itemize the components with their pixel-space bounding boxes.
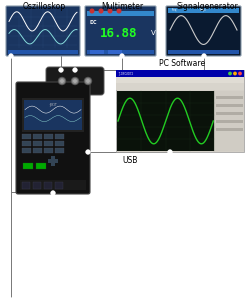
Circle shape <box>74 80 76 82</box>
Bar <box>8 50 78 54</box>
Bar <box>33 182 41 189</box>
Bar <box>24 100 82 130</box>
FancyBboxPatch shape <box>166 6 241 56</box>
Bar <box>44 134 53 139</box>
Circle shape <box>73 79 78 83</box>
Circle shape <box>120 54 124 58</box>
Circle shape <box>229 72 231 75</box>
Bar <box>116 83 244 90</box>
Circle shape <box>60 79 64 83</box>
Bar <box>44 148 53 153</box>
Text: JT-DSO2D72: JT-DSO2D72 <box>118 71 133 76</box>
Bar <box>33 134 42 139</box>
Circle shape <box>234 72 236 75</box>
Text: Signalgenerator: Signalgenerator <box>176 2 238 11</box>
Text: JOY-IT: JOY-IT <box>49 103 57 107</box>
Text: Oszilloskop: Oszilloskop <box>22 2 65 11</box>
Bar <box>20 180 86 190</box>
FancyBboxPatch shape <box>85 6 156 56</box>
Bar <box>55 148 64 153</box>
Bar <box>44 141 53 146</box>
Circle shape <box>71 77 79 85</box>
Bar <box>90 50 104 54</box>
Text: Ampl: Ampl <box>200 8 206 11</box>
Bar <box>55 141 64 146</box>
Text: V: V <box>151 30 156 36</box>
Bar <box>87 11 154 16</box>
Circle shape <box>90 9 94 13</box>
Bar <box>117 91 214 151</box>
Bar <box>22 98 84 132</box>
Text: DC: DC <box>89 20 97 25</box>
Circle shape <box>59 68 63 72</box>
Bar <box>116 70 244 77</box>
Bar <box>36 163 46 169</box>
Circle shape <box>87 80 89 82</box>
Circle shape <box>108 9 112 13</box>
Bar <box>33 141 42 146</box>
Bar <box>22 182 30 189</box>
Circle shape <box>85 79 90 83</box>
Circle shape <box>202 54 206 58</box>
Bar <box>44 182 52 189</box>
Text: 16.88: 16.88 <box>100 27 138 40</box>
Bar <box>216 96 243 99</box>
Bar <box>55 134 64 139</box>
Text: USB: USB <box>122 156 138 165</box>
Bar <box>168 8 239 13</box>
FancyBboxPatch shape <box>6 6 80 56</box>
Text: PC Software: PC Software <box>159 59 205 68</box>
Circle shape <box>9 298 13 300</box>
Circle shape <box>61 80 63 82</box>
Bar <box>216 128 243 131</box>
Text: Freq: Freq <box>172 8 177 11</box>
Circle shape <box>168 150 172 154</box>
Bar <box>22 148 31 153</box>
FancyBboxPatch shape <box>16 82 90 194</box>
Circle shape <box>117 9 121 13</box>
Bar <box>216 104 243 107</box>
Bar <box>116 77 244 83</box>
Bar <box>108 50 122 54</box>
Circle shape <box>73 68 77 72</box>
Circle shape <box>59 77 65 85</box>
Circle shape <box>86 150 90 154</box>
Circle shape <box>84 77 91 85</box>
Bar <box>55 182 63 189</box>
FancyBboxPatch shape <box>46 67 104 95</box>
Circle shape <box>9 54 13 58</box>
Bar <box>215 91 244 151</box>
Circle shape <box>51 191 55 195</box>
Bar <box>22 134 31 139</box>
Bar <box>51 156 55 166</box>
Bar <box>33 148 42 153</box>
Bar <box>22 141 31 146</box>
Bar <box>23 163 33 169</box>
Text: Multimeter: Multimeter <box>101 2 143 11</box>
Circle shape <box>99 9 103 13</box>
Bar <box>168 50 239 54</box>
Bar <box>216 112 243 115</box>
Bar <box>87 50 154 54</box>
Bar <box>216 120 243 123</box>
Circle shape <box>239 72 241 75</box>
Bar <box>48 159 58 163</box>
Bar <box>116 70 244 152</box>
